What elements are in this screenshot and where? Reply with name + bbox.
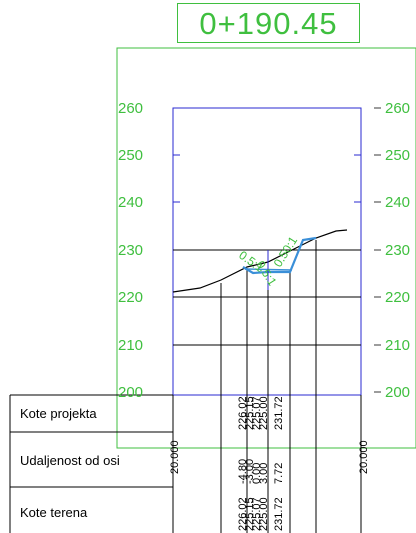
table-cell-dist-0: -4.80 — [237, 459, 249, 484]
table-cell-dist-3: 3.00 — [258, 463, 270, 484]
table-cell-dist-4: 7.72 — [273, 463, 285, 484]
elev-left-200: 200 — [118, 384, 144, 401]
table-cell-teren-1: 225.15 — [244, 497, 256, 531]
elev-left-240: 240 — [118, 194, 144, 211]
plot-axis-frame — [172, 107, 362, 396]
design-template — [242, 236, 317, 275]
station-box: 0+190.45 — [177, 3, 360, 43]
table-offset-right: 20.000 — [358, 440, 370, 474]
table-cell-dist-2: 0.00 — [251, 463, 263, 484]
table-cell-projekt-3: 225.00 — [258, 396, 270, 430]
elev-right-250: 250 — [385, 147, 411, 164]
elev-right-200: 200 — [385, 384, 411, 401]
table-cell-projekt-0: 226.02 — [237, 396, 249, 430]
right-ticks — [354, 107, 361, 346]
table-cell-teren-2: 225.07 — [251, 497, 263, 531]
table-columns: 226.02-4.80226.02225.15-3.00225.15225.07… — [237, 396, 285, 531]
elev-right-230: 230 — [385, 242, 411, 259]
elev-right-210: 210 — [385, 337, 411, 354]
left-ticks — [173, 107, 180, 346]
elev-right-260: 260 — [385, 100, 411, 117]
table-offset-left: 20.000 — [169, 440, 181, 474]
slope-label-right: 0.50:1 — [271, 234, 301, 270]
elev-left-260: 260 — [118, 100, 144, 117]
grid-vertical — [220, 240, 317, 533]
table-cell-projekt-1: 225.15 — [244, 396, 256, 430]
station-label: 0+190.45 — [199, 6, 338, 41]
row-label-kote-projekta: Kote projekta — [20, 406, 97, 421]
elev-left-210: 210 — [118, 337, 144, 354]
table-cell-teren-0: 226.02 — [237, 497, 249, 531]
row-label-kote-terena: Kote terena — [20, 505, 88, 520]
data-table — [9, 394, 362, 533]
elev-right-240: 240 — [385, 194, 411, 211]
sheet-frame — [116, 47, 416, 449]
elev-left-220: 220 — [118, 289, 144, 306]
table-cell-projekt-4: 231.72 — [273, 396, 285, 430]
table-cell-teren-3: 225.00 — [258, 497, 270, 531]
table-cell-teren-4: 231.72 — [273, 497, 285, 531]
elev-left-250: 250 — [118, 147, 144, 164]
elev-right-220: 220 — [385, 289, 411, 306]
row-label-udaljenost: Udaljenost od osi — [20, 453, 120, 468]
table-cell-dist-1: -3.00 — [244, 459, 256, 484]
table-cell-projekt-2: 225.07 — [251, 396, 263, 430]
elev-left-230: 230 — [118, 242, 144, 259]
grid-horizontal — [173, 249, 361, 346]
right-elevation-dashes — [374, 107, 381, 393]
